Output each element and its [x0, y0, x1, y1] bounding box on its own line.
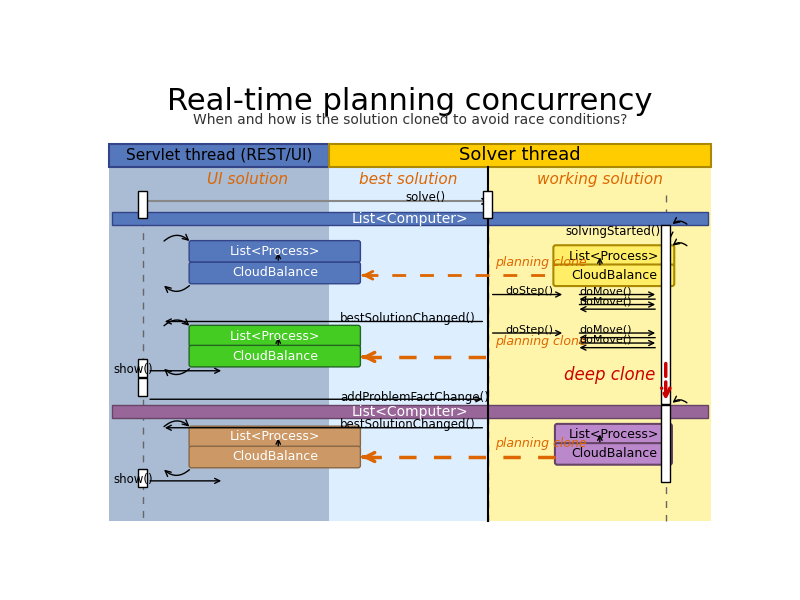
Text: List<Computer>: List<Computer> — [352, 212, 468, 226]
Text: List<Process>: List<Process> — [230, 329, 320, 343]
Text: doStep(): doStep() — [506, 286, 554, 296]
Text: bestSolutionChanged(): bestSolutionChanged() — [340, 418, 476, 431]
Bar — [329, 167, 487, 521]
Text: planning clone: planning clone — [495, 437, 587, 451]
Text: List<Process>: List<Process> — [569, 250, 659, 263]
FancyBboxPatch shape — [189, 346, 361, 367]
Bar — [138, 379, 147, 396]
Bar — [661, 225, 670, 404]
Text: List<Process>: List<Process> — [230, 430, 320, 443]
Bar — [329, 143, 710, 167]
Bar — [483, 191, 492, 218]
Text: List<Process>: List<Process> — [230, 245, 320, 258]
Text: List<Process>: List<Process> — [569, 428, 659, 441]
Text: CloudBalance: CloudBalance — [571, 448, 657, 460]
Text: When and how is the solution cloned to avoid race conditions?: When and how is the solution cloned to a… — [193, 113, 627, 127]
Bar — [112, 212, 708, 225]
Text: doMove(): doMove() — [579, 296, 631, 307]
Text: working solution: working solution — [537, 172, 663, 187]
Text: doStep(): doStep() — [506, 325, 554, 335]
Bar — [112, 404, 708, 418]
FancyBboxPatch shape — [554, 245, 674, 267]
Bar — [110, 167, 329, 521]
FancyBboxPatch shape — [189, 325, 361, 347]
Text: Servlet thread (REST/UI): Servlet thread (REST/UI) — [126, 148, 312, 163]
Bar — [110, 143, 329, 167]
Bar — [661, 404, 670, 482]
Text: doMove(): doMove() — [579, 335, 631, 345]
Text: doMove(): doMove() — [579, 325, 631, 335]
Text: planning clone: planning clone — [495, 335, 587, 348]
Text: show(): show() — [113, 363, 153, 376]
FancyBboxPatch shape — [189, 426, 361, 448]
Text: doMove(): doMove() — [579, 286, 631, 296]
Text: deep clone: deep clone — [564, 365, 656, 383]
Text: planning clone: planning clone — [495, 256, 587, 269]
Text: solve(): solve() — [406, 191, 446, 204]
Text: CloudBalance: CloudBalance — [232, 266, 318, 280]
Text: Solver thread: Solver thread — [459, 146, 581, 164]
Bar — [138, 359, 147, 377]
Text: solvingStarted(): solvingStarted() — [565, 225, 660, 238]
FancyBboxPatch shape — [189, 262, 361, 284]
Bar — [138, 469, 147, 487]
Text: CloudBalance: CloudBalance — [571, 269, 657, 282]
Text: UI solution: UI solution — [206, 172, 288, 187]
Text: CloudBalance: CloudBalance — [232, 350, 318, 362]
Text: show(): show() — [113, 473, 153, 486]
FancyBboxPatch shape — [555, 443, 672, 464]
Text: addProblemFactChange(): addProblemFactChange() — [340, 391, 489, 404]
Bar — [329, 167, 710, 521]
FancyBboxPatch shape — [554, 265, 674, 286]
Bar — [138, 191, 147, 218]
Text: CloudBalance: CloudBalance — [232, 451, 318, 463]
FancyBboxPatch shape — [189, 241, 361, 262]
FancyBboxPatch shape — [555, 424, 672, 445]
Text: best solution: best solution — [359, 172, 458, 187]
Text: List<Computer>: List<Computer> — [352, 404, 468, 419]
Text: Real-time planning concurrency: Real-time planning concurrency — [167, 87, 653, 116]
FancyBboxPatch shape — [189, 446, 361, 468]
Text: bestSolutionChanged(): bestSolutionChanged() — [340, 312, 476, 325]
